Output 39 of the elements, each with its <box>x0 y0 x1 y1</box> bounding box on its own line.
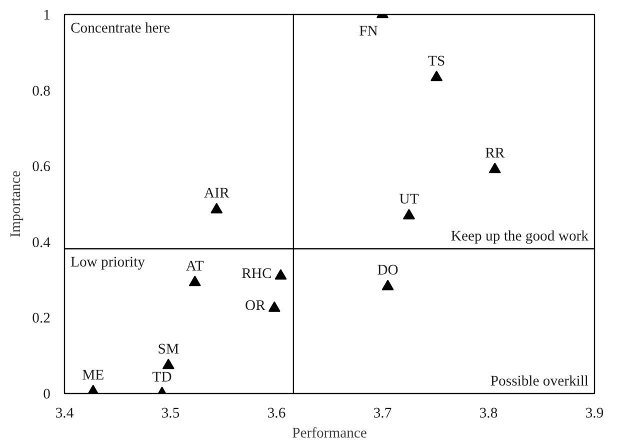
x-tick-label: 3.6 <box>267 406 286 422</box>
x-axis-title: Performance <box>292 426 367 442</box>
x-tick-label: 3.5 <box>161 406 180 422</box>
annotation: DO <box>377 262 398 279</box>
annotation: Possible overkill <box>490 374 589 390</box>
annotation: TD <box>152 370 172 386</box>
annotation: TS <box>428 53 446 70</box>
y-tick-label: 0.6 <box>32 159 51 176</box>
point <box>274 269 287 280</box>
point <box>403 208 415 220</box>
point <box>188 276 201 286</box>
y-axis-title: Importance <box>8 170 24 238</box>
x-tick-label: 3.8 <box>479 406 498 422</box>
x-tick-label: 3.4 <box>55 406 74 422</box>
point <box>488 162 501 174</box>
point <box>162 358 174 370</box>
annotation: AIR <box>204 186 230 202</box>
y-tick-label: 0.8 <box>32 83 51 100</box>
annotation: Low priority <box>70 254 146 271</box>
annotation: Keep up the good work <box>450 228 590 245</box>
point <box>382 280 394 290</box>
y-tick-label: 0.4 <box>32 234 52 251</box>
y-tick-label: 0 <box>43 386 50 402</box>
annotation: SM <box>158 341 179 358</box>
annotation: OR <box>245 298 266 314</box>
x-tick-label: 3.9 <box>585 406 604 422</box>
point <box>430 70 443 82</box>
point <box>268 301 280 312</box>
annotation: RR <box>485 146 505 162</box>
annotation: Concentrate here <box>70 20 170 36</box>
annotation: AT <box>186 258 204 274</box>
annotation: FN <box>359 24 378 40</box>
annotation: UT <box>399 192 419 208</box>
x-tick-label: 3.7 <box>373 406 392 422</box>
y-tick-label: 0.2 <box>32 310 51 327</box>
y-tick-label: 1 <box>43 8 50 24</box>
annotation: ME <box>82 368 104 384</box>
annotation: RHC <box>242 266 272 282</box>
point <box>210 202 223 214</box>
